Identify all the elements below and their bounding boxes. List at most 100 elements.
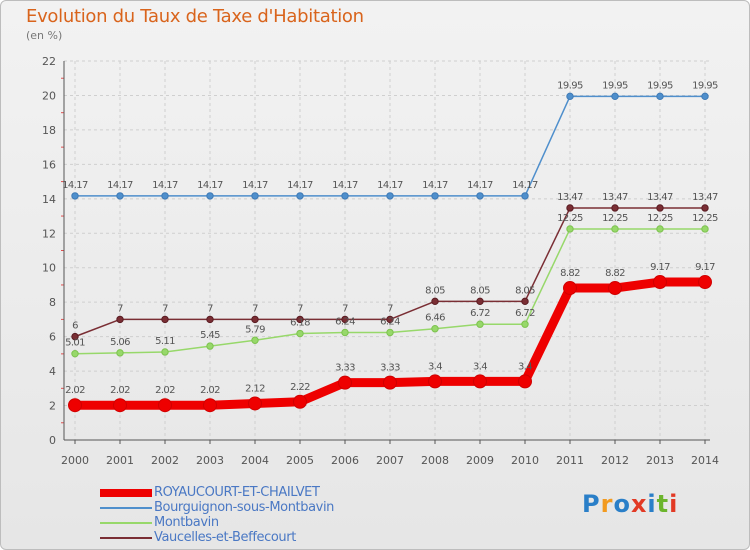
data-label-montbavin: 5.11 <box>155 336 175 347</box>
x-tick-label: 2009 <box>466 454 494 467</box>
y-tick-label: 0 <box>49 434 56 447</box>
data-point-montbavin <box>71 349 79 358</box>
data-point-royaucourt <box>113 398 127 413</box>
data-label-vaucelles: 13.47 <box>557 192 583 203</box>
x-tick-label: 2011 <box>556 454 584 467</box>
data-point-royaucourt <box>68 398 82 413</box>
data-label-montbavin: 6.18 <box>290 318 310 329</box>
data-label-vaucelles: 7 <box>162 303 168 314</box>
data-point-vaucelles <box>431 297 439 306</box>
data-label-montbavin: 5.79 <box>245 324 265 335</box>
y-tick-label: 20 <box>42 89 56 102</box>
data-label-vaucelles: 7 <box>117 303 123 314</box>
series-lines <box>68 92 712 413</box>
data-point-vaucelles <box>476 297 484 306</box>
data-label-montbavin: 12.25 <box>602 213 628 224</box>
data-label-bourguignon: 14.17 <box>377 180 403 191</box>
chart-unit-label: (en %) <box>26 29 63 42</box>
legend-swatch-montbavin <box>100 522 152 524</box>
data-label-royaucourt: 2.02 <box>200 385 220 396</box>
data-label-montbavin: 6.24 <box>335 317 355 328</box>
data-point-montbavin <box>431 325 439 333</box>
data-label-bourguignon: 14.17 <box>242 180 268 191</box>
y-tick-label: 4 <box>49 365 56 378</box>
x-tick-label: 2001 <box>106 454 134 467</box>
data-point-montbavin <box>251 336 259 344</box>
data-label-vaucelles: 7 <box>297 303 303 314</box>
data-label-bourguignon: 14.17 <box>287 180 313 191</box>
data-point-montbavin <box>341 328 349 337</box>
legend-label-montbavin: Montbavin <box>154 515 219 530</box>
data-point-bourguignon <box>431 192 439 200</box>
data-label-vaucelles: 7 <box>342 303 348 314</box>
data-label-bourguignon: 14.17 <box>422 180 448 191</box>
x-tick-label: 2013 <box>646 454 674 467</box>
data-point-vaucelles <box>566 204 574 212</box>
proxiti-logo: Proxiti <box>582 490 678 518</box>
data-label-bourguignon: 19.95 <box>557 80 583 91</box>
data-point-bourguignon <box>161 192 169 200</box>
x-tick-label: 2003 <box>196 454 224 467</box>
data-label-montbavin: 12.25 <box>692 213 718 224</box>
data-point-bourguignon <box>386 192 394 200</box>
data-label-bourguignon: 14.17 <box>467 180 493 191</box>
x-tick-label: 2014 <box>691 454 719 467</box>
logo-letter: x <box>630 490 648 518</box>
data-label-montbavin: 5.45 <box>200 330 220 341</box>
x-tick-label: 2002 <box>151 454 179 467</box>
data-point-vaucelles <box>521 297 529 306</box>
chart-title: Evolution du Taux de Taxe d'Habitation <box>26 6 364 27</box>
legend-item-vaucelles: Vaucelles-et-Beffecourt <box>100 530 420 546</box>
x-tick-label: 2006 <box>331 454 359 467</box>
data-point-vaucelles <box>386 315 394 324</box>
data-label-montbavin: 5.01 <box>65 338 85 349</box>
data-label-bourguignon: 19.95 <box>692 80 718 91</box>
data-point-vaucelles <box>341 315 349 324</box>
data-label-royaucourt: 2.02 <box>65 385 85 396</box>
data-point-royaucourt <box>653 275 667 290</box>
data-point-montbavin <box>296 329 304 338</box>
data-label-vaucelles: 13.47 <box>647 192 673 203</box>
data-label-vaucelles: 13.47 <box>692 192 718 203</box>
data-label-montbavin: 6.46 <box>425 313 445 324</box>
data-label-bourguignon: 19.95 <box>647 80 673 91</box>
data-point-royaucourt <box>473 374 487 389</box>
y-tick-label: 16 <box>42 158 56 171</box>
legend-label-vaucelles: Vaucelles-et-Beffecourt <box>154 530 296 545</box>
data-point-bourguignon <box>116 192 124 200</box>
legend-swatch-royaucourt <box>100 489 152 497</box>
data-point-royaucourt <box>338 375 352 390</box>
data-label-vaucelles: 7 <box>387 303 393 314</box>
data-label-vaucelles: 7 <box>252 303 258 314</box>
data-label-vaucelles: 7 <box>207 303 213 314</box>
data-label-bourguignon: 14.17 <box>152 180 178 191</box>
data-point-vaucelles <box>701 204 709 212</box>
data-label-royaucourt: 8.82 <box>605 268 625 279</box>
data-point-montbavin <box>476 320 484 328</box>
data-point-vaucelles <box>251 315 259 324</box>
data-point-royaucourt <box>698 275 712 290</box>
data-point-montbavin <box>116 349 124 357</box>
data-point-vaucelles <box>116 315 124 324</box>
data-label-royaucourt: 9.17 <box>695 262 715 273</box>
data-point-bourguignon <box>341 192 349 200</box>
logo-letter: P <box>582 490 601 518</box>
x-tick-label: 2010 <box>511 454 539 467</box>
data-label-royaucourt: 8.82 <box>560 268 580 279</box>
data-point-montbavin <box>521 320 529 328</box>
data-point-bourguignon <box>521 192 529 200</box>
data-point-royaucourt <box>158 398 172 413</box>
data-label-vaucelles: 8.05 <box>425 285 445 296</box>
data-point-bourguignon <box>296 192 304 200</box>
data-point-bourguignon <box>656 92 664 101</box>
data-point-royaucourt <box>383 375 397 390</box>
data-point-royaucourt <box>563 281 577 296</box>
x-tick-label: 2008 <box>421 454 449 467</box>
data-point-montbavin <box>611 225 619 233</box>
data-label-royaucourt: 2.02 <box>155 385 175 396</box>
data-label-royaucourt: 9.17 <box>650 262 670 273</box>
data-point-royaucourt <box>248 396 262 411</box>
data-label-bourguignon: 14.17 <box>62 180 88 191</box>
data-point-montbavin <box>161 348 169 356</box>
